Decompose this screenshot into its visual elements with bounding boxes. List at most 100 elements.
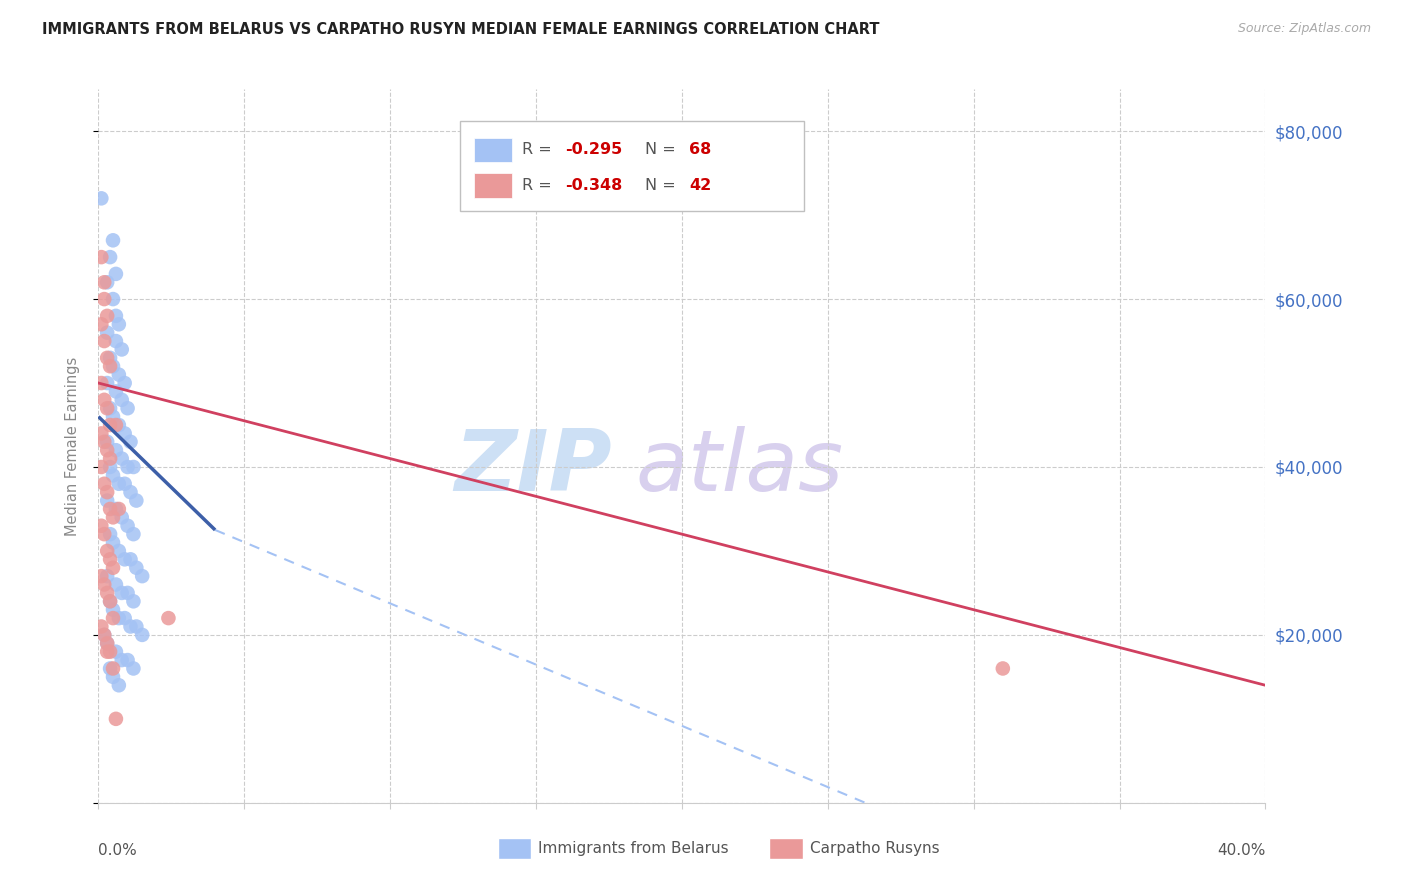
Text: Immigrants from Belarus: Immigrants from Belarus — [538, 841, 730, 855]
Point — [114, 476, 136, 491]
Point — [96, 443, 118, 458]
Point — [93, 577, 115, 591]
Point — [96, 351, 118, 365]
Point — [90, 518, 112, 533]
Point — [104, 645, 127, 659]
Point — [114, 552, 136, 566]
Point — [111, 510, 134, 524]
Point — [120, 434, 142, 449]
Point — [125, 560, 148, 574]
Point — [117, 586, 139, 600]
Point — [104, 334, 127, 348]
Point — [101, 611, 124, 625]
Text: N =: N = — [644, 178, 681, 193]
Point — [108, 368, 131, 382]
Point — [101, 292, 124, 306]
Point — [96, 376, 118, 390]
Text: Carpatho Rusyns: Carpatho Rusyns — [810, 841, 939, 855]
Point — [101, 661, 124, 675]
Point — [98, 661, 121, 675]
Point — [98, 250, 121, 264]
Text: N =: N = — [644, 143, 681, 157]
Point — [101, 359, 124, 374]
Point — [125, 619, 148, 633]
Point — [117, 653, 139, 667]
Point — [122, 460, 145, 475]
Point — [96, 636, 118, 650]
Point — [96, 434, 118, 449]
Point — [96, 636, 118, 650]
Text: 68: 68 — [689, 143, 711, 157]
Point — [93, 476, 115, 491]
Point — [96, 326, 118, 340]
Point — [991, 661, 1014, 675]
Point — [104, 267, 127, 281]
Point — [108, 678, 131, 692]
Point — [96, 309, 118, 323]
Point — [98, 417, 121, 432]
Point — [90, 619, 112, 633]
Point — [104, 417, 127, 432]
Point — [111, 586, 134, 600]
Point — [108, 417, 131, 432]
Text: R =: R = — [522, 143, 557, 157]
Text: Source: ZipAtlas.com: Source: ZipAtlas.com — [1237, 22, 1371, 36]
Point — [101, 233, 124, 247]
Text: 0.0%: 0.0% — [98, 843, 138, 858]
Point — [96, 544, 118, 558]
Point — [108, 611, 131, 625]
Point — [101, 560, 124, 574]
Point — [101, 535, 124, 549]
Text: 42: 42 — [689, 178, 711, 193]
Point — [98, 552, 121, 566]
Point — [111, 392, 134, 407]
Point — [157, 611, 180, 625]
Point — [93, 334, 115, 348]
Point — [104, 309, 127, 323]
Point — [98, 401, 121, 416]
Point — [90, 250, 112, 264]
Point — [90, 191, 112, 205]
FancyBboxPatch shape — [474, 173, 512, 198]
Text: IMMIGRANTS FROM BELARUS VS CARPATHO RUSYN MEDIAN FEMALE EARNINGS CORRELATION CHA: IMMIGRANTS FROM BELARUS VS CARPATHO RUSY… — [42, 22, 880, 37]
Text: -0.295: -0.295 — [565, 143, 623, 157]
Point — [117, 460, 139, 475]
Point — [125, 493, 148, 508]
Point — [90, 426, 112, 441]
Point — [104, 577, 127, 591]
FancyBboxPatch shape — [460, 121, 804, 211]
Point — [98, 359, 121, 374]
Point — [98, 451, 121, 466]
Point — [96, 485, 118, 500]
Point — [120, 552, 142, 566]
Text: atlas: atlas — [636, 425, 844, 509]
Point — [98, 351, 121, 365]
FancyBboxPatch shape — [474, 137, 512, 162]
Point — [96, 586, 118, 600]
Point — [98, 594, 121, 608]
Point — [98, 594, 121, 608]
Point — [101, 510, 124, 524]
Point — [104, 502, 127, 516]
Point — [131, 628, 153, 642]
Text: 40.0%: 40.0% — [1218, 843, 1265, 858]
Point — [120, 485, 142, 500]
Point — [90, 569, 112, 583]
Point — [114, 426, 136, 441]
Point — [93, 434, 115, 449]
Y-axis label: Median Female Earnings: Median Female Earnings — [65, 357, 80, 535]
Text: ZIP: ZIP — [454, 425, 612, 509]
Point — [96, 401, 118, 416]
Point — [104, 384, 127, 399]
Point — [96, 569, 118, 583]
Point — [90, 460, 112, 475]
Point — [104, 712, 127, 726]
Point — [90, 318, 112, 332]
Point — [93, 275, 115, 289]
Point — [108, 544, 131, 558]
Point — [93, 527, 115, 541]
Point — [104, 443, 127, 458]
Point — [117, 401, 139, 416]
Point — [111, 451, 134, 466]
Point — [117, 518, 139, 533]
